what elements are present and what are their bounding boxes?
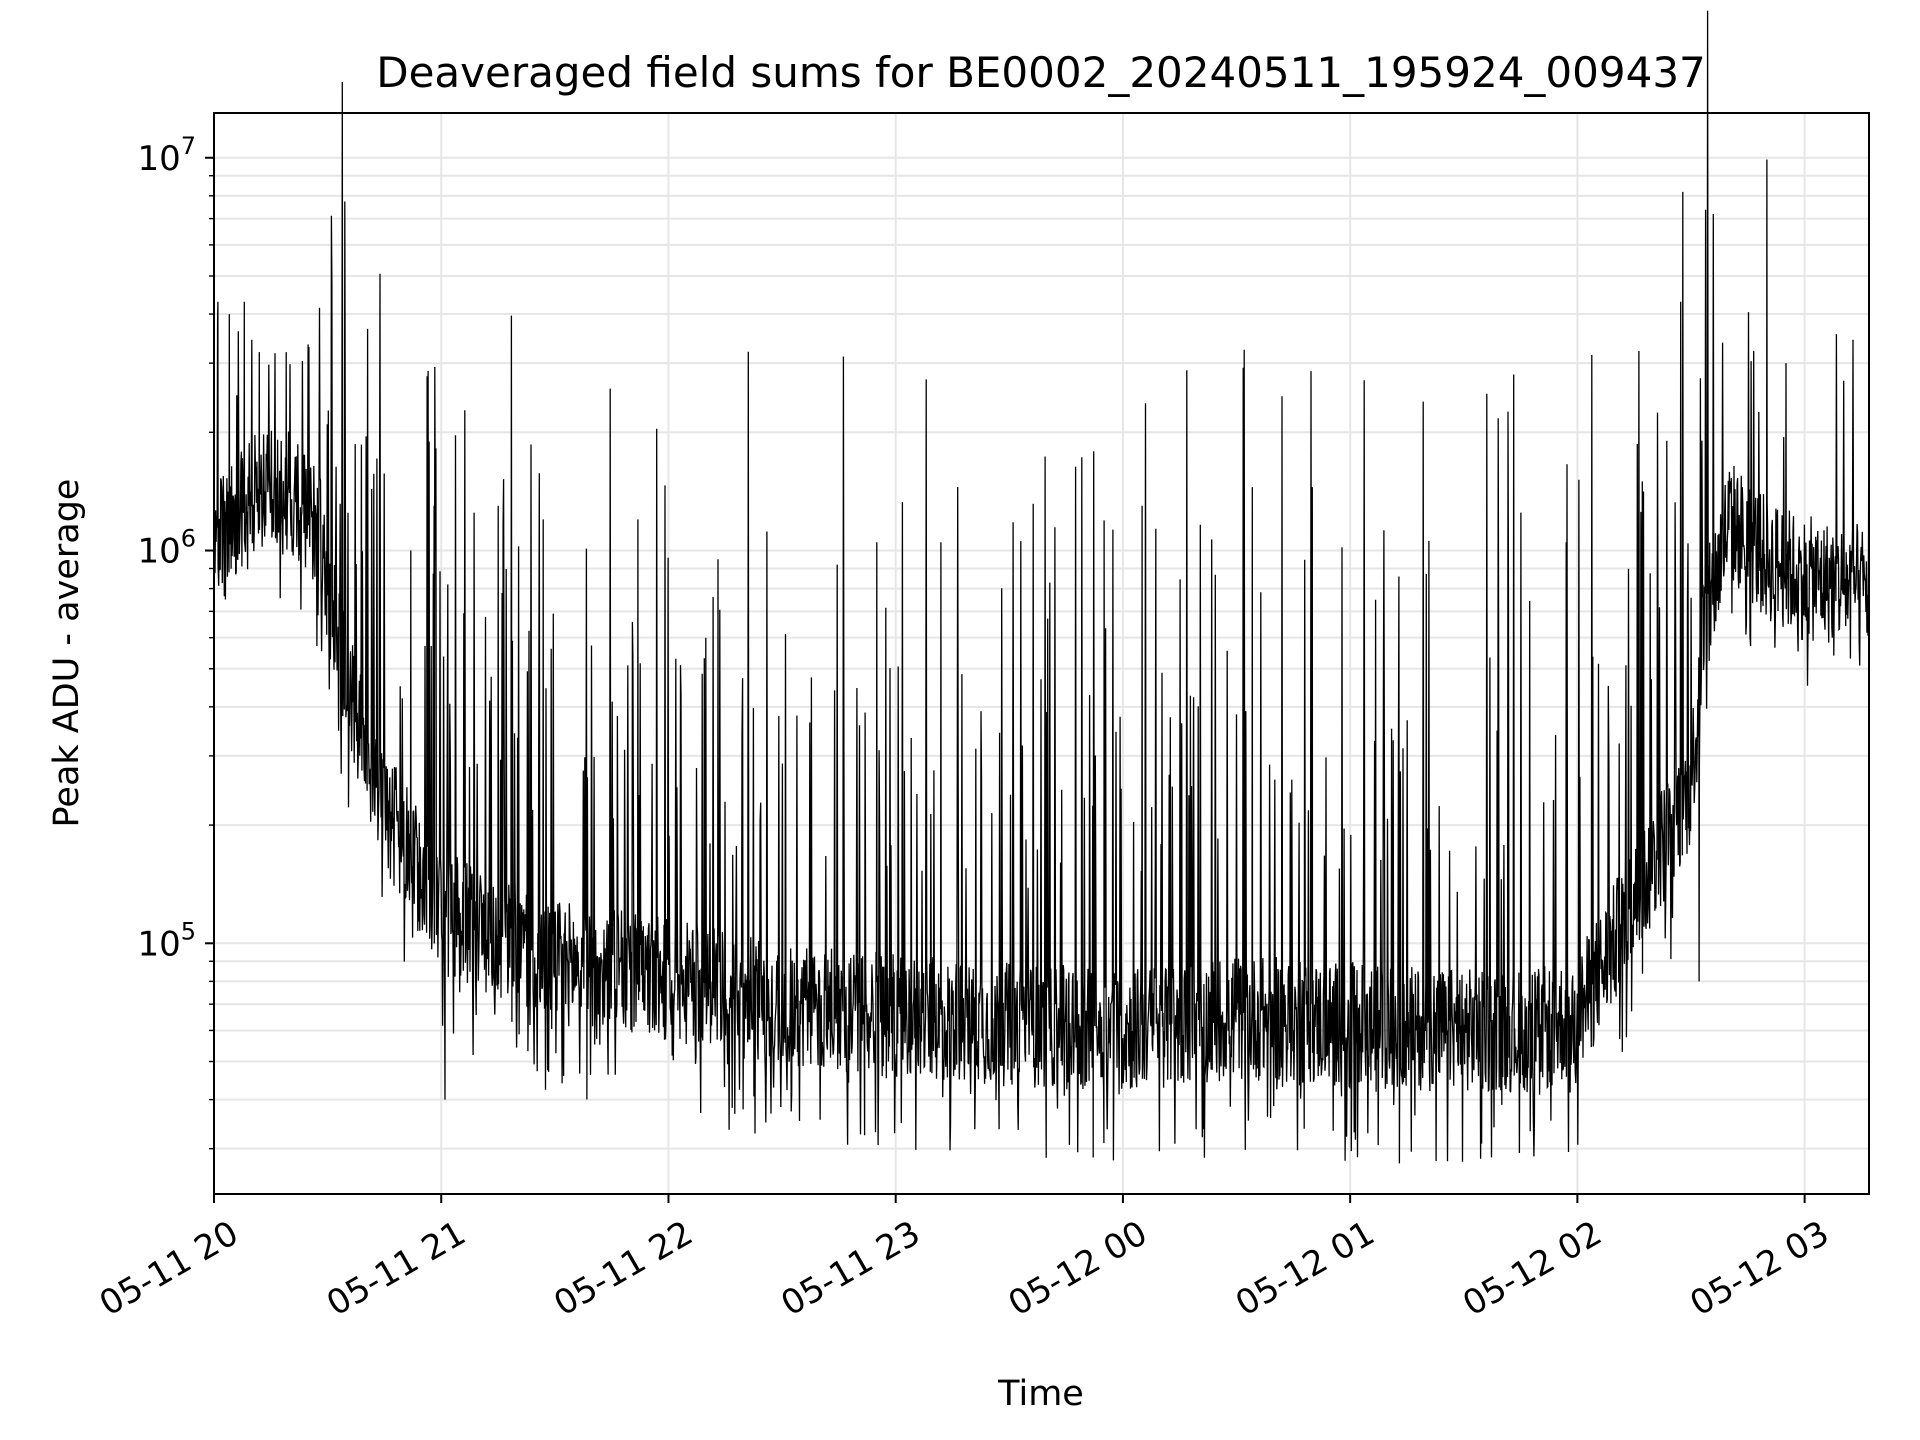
y-axis-label: Peak ADU - average	[47, 479, 87, 828]
y-tick-label: 106	[137, 525, 196, 572]
y-axis: 105 106 107	[137, 132, 214, 1150]
y-tick-label: 105	[137, 917, 196, 964]
plot-frame	[213, 112, 1870, 1195]
series-layer	[213, 10, 1870, 1164]
grid	[213, 113, 1869, 1194]
chart-title: Deaveraged field sums for BE0002_2024051…	[376, 48, 1706, 97]
series-line	[213, 10, 1870, 1164]
y-tick-label: 107	[137, 132, 196, 179]
x-axis-label: Time	[997, 1374, 1084, 1414]
